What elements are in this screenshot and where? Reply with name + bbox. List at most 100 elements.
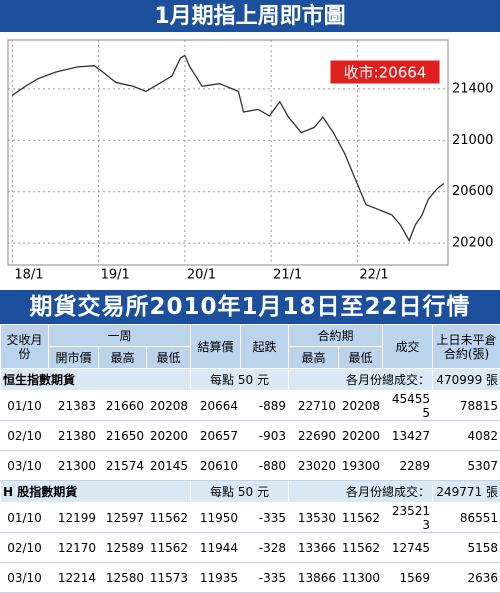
table-cell: 03/10 — [1, 563, 49, 593]
table-row: 交收月份一周結算價起跌合約期成交上日未平倉合約(張) — [1, 325, 500, 347]
table-cell: 86551 — [433, 503, 500, 533]
table-cell: 13866 — [289, 563, 339, 593]
header-cell: 上日未平倉合約(張) — [433, 325, 500, 369]
table-cell: 12597 — [99, 503, 147, 533]
table-cell: 11944 — [191, 533, 241, 563]
table-cell: 20610 — [191, 451, 241, 481]
header-cell: 起跌 — [241, 325, 289, 369]
section-total: 249771 張 — [433, 481, 500, 503]
table-cell: -335 — [241, 503, 289, 533]
table-cell: 21300 — [49, 451, 99, 481]
table-cell: 78815 — [433, 391, 500, 421]
table-cell: 21383 — [49, 391, 99, 421]
table-cell: 19300 — [339, 451, 383, 481]
section-name: H 股指數期貨 — [1, 481, 191, 503]
table-cell: 11950 — [191, 503, 241, 533]
table-cell: 13427 — [383, 421, 433, 451]
table-cell: 20208 — [147, 391, 191, 421]
table-cell: 20657 — [191, 421, 241, 451]
header-cell: 開市價 — [49, 347, 99, 369]
header-cell: 一周 — [49, 325, 191, 347]
table-cell: 13366 — [289, 533, 339, 563]
table: 交收月份一周結算價起跌合約期成交上日未平倉合約(張)開市價最高最低最高最低恒生指… — [0, 324, 500, 593]
table-cell: 11562 — [147, 503, 191, 533]
table-cell: 01/10 — [1, 503, 49, 533]
header-cell: 交收月份 — [1, 325, 49, 369]
x-tick-label: 19/1 — [101, 268, 130, 283]
table-cell: 11562 — [339, 533, 383, 563]
table-cell: 20145 — [147, 451, 191, 481]
table-cell: 20664 — [191, 391, 241, 421]
table-cell: 4082 — [433, 421, 500, 451]
x-tick-label: 21/1 — [273, 268, 302, 283]
y-tick-label: 20600 — [452, 184, 493, 199]
table-cell: 22710 — [289, 391, 339, 421]
header-cell: 最低 — [339, 347, 383, 369]
table-cell: -880 — [241, 451, 289, 481]
table-cell: 21380 — [49, 421, 99, 451]
table-title: 期貨交易所2010年1月18日至22日行情 — [0, 290, 500, 324]
table-cell: 12589 — [99, 533, 147, 563]
table-cell: -328 — [241, 533, 289, 563]
header-cell: 最高 — [289, 347, 339, 369]
header-cell: 合約期 — [289, 325, 383, 347]
table-cell: 235213 — [383, 503, 433, 533]
y-tick-label: 21400 — [452, 81, 493, 96]
table-cell: 02/10 — [1, 533, 49, 563]
table-cell: 20200 — [339, 421, 383, 451]
table-cell: 21650 — [99, 421, 147, 451]
table-cell: 5307 — [433, 451, 500, 481]
table-cell: -903 — [241, 421, 289, 451]
section-unit: 每點 50 元 — [191, 369, 289, 391]
table-cell: 11562 — [147, 533, 191, 563]
section-total: 470999 張 — [433, 369, 500, 391]
table-cell: 11935 — [191, 563, 241, 593]
section-total-label: 各月份總成交： — [289, 369, 433, 391]
x-tick-label: 20/1 — [187, 268, 216, 283]
table-cell: 23020 — [289, 451, 339, 481]
table-cell: 5158 — [433, 533, 500, 563]
y-tick-label: 20200 — [452, 236, 493, 251]
table-cell: 13530 — [289, 503, 339, 533]
table-cell: 22690 — [289, 421, 339, 451]
chart-title: 1月期指上周即市圖 — [154, 3, 345, 29]
table-cell: 11573 — [147, 563, 191, 593]
chart: 1月期指上周即市圖 20200 20600 21000 21400 18/1 19/1 20… — [0, 0, 500, 286]
table-cell: 2636 — [433, 563, 500, 593]
header-cell: 最高 — [99, 347, 147, 369]
table-cell: 12214 — [49, 563, 99, 593]
header-cell: 成交 — [383, 325, 433, 369]
section-name: 恒生指數期貨 — [1, 369, 191, 391]
table-cell: 21574 — [99, 451, 147, 481]
x-tick-label: 22/1 — [359, 268, 388, 283]
section-total-label: 各月份總成交： — [289, 481, 433, 503]
y-tick-label: 21000 — [452, 133, 493, 148]
table-cell: 12199 — [49, 503, 99, 533]
table-cell: 20208 — [339, 391, 383, 421]
table-cell: -889 — [241, 391, 289, 421]
table-cell: 01/10 — [1, 391, 49, 421]
annotation: 收市:20664 — [344, 64, 427, 82]
header-cell: 最低 — [147, 347, 191, 369]
table-cell: 2289 — [383, 451, 433, 481]
table-cell: 20200 — [147, 421, 191, 451]
table-cell: 03/10 — [1, 451, 49, 481]
table-cell: 12580 — [99, 563, 147, 593]
header-cell: 結算價 — [191, 325, 241, 369]
table-cell: 12745 — [383, 533, 433, 563]
table-cell: 454555 — [383, 391, 433, 421]
table-row: 恒生指數期貨每點 50 元各月份總成交：470999 張 — [1, 369, 500, 391]
section-unit: 每點 50 元 — [191, 481, 289, 503]
table-cell: 02/10 — [1, 421, 49, 451]
x-tick-label: 18/1 — [14, 268, 43, 283]
table-cell: 12170 — [49, 533, 99, 563]
table-cell: 11562 — [339, 503, 383, 533]
table-cell: -335 — [241, 563, 289, 593]
